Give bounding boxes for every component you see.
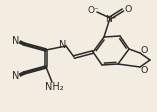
Text: N: N <box>12 71 20 81</box>
Text: O⁻: O⁻ <box>87 5 99 14</box>
Text: O: O <box>140 66 148 74</box>
Text: N: N <box>59 40 67 50</box>
Text: N⁺: N⁺ <box>105 14 117 24</box>
Text: O: O <box>124 4 132 14</box>
Text: NH₂: NH₂ <box>45 82 63 92</box>
Text: O: O <box>140 45 148 55</box>
Text: N: N <box>12 36 20 46</box>
